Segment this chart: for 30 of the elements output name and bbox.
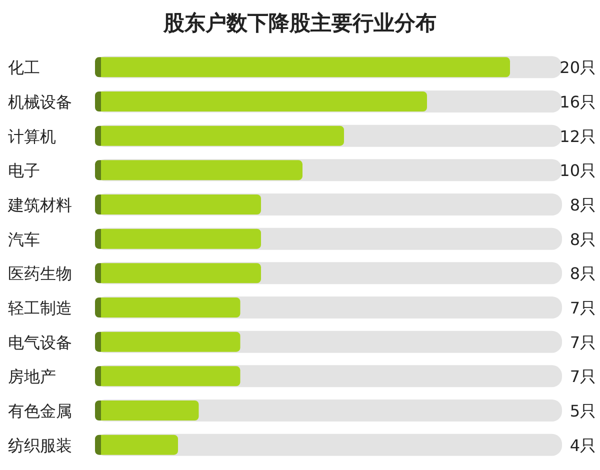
bar (95, 400, 199, 420)
data-label: 12只 (560, 126, 596, 146)
data-label: 5只 (570, 402, 596, 420)
data-label: 7只 (570, 298, 596, 318)
y-tick-label: 房地产 (8, 367, 56, 386)
data-label: 8只 (570, 230, 596, 249)
bar (95, 298, 240, 318)
y-tick-label: 纺织服装 (8, 436, 72, 455)
data-label: 8只 (570, 264, 596, 284)
y-tick-label: 机械设备 (8, 92, 72, 112)
data-label: 7只 (570, 367, 596, 386)
bar (95, 332, 240, 352)
data-label: 7只 (570, 332, 596, 352)
chart-title: 股东户数下降股主要行业分布 (162, 11, 436, 35)
data-label: 10只 (560, 161, 596, 180)
y-tick-label: 电子 (8, 161, 40, 180)
data-label: 16只 (560, 92, 596, 112)
data-label: 20只 (560, 58, 596, 78)
y-tick-label: 计算机 (8, 126, 56, 146)
data-label: 8只 (570, 196, 596, 214)
bar (95, 366, 240, 386)
y-tick-label: 医药生物 (8, 264, 72, 284)
y-tick-label: 汽车 (8, 230, 40, 249)
y-tick-label: 化工 (8, 58, 40, 78)
data-label: 4只 (570, 436, 596, 455)
y-tick-label: 有色金属 (8, 402, 72, 420)
y-tick-label: 轻工制造 (8, 298, 72, 318)
y-tick-label: 建筑材料 (7, 196, 72, 214)
bar (95, 434, 178, 455)
y-tick-label: 电气设备 (8, 332, 72, 352)
